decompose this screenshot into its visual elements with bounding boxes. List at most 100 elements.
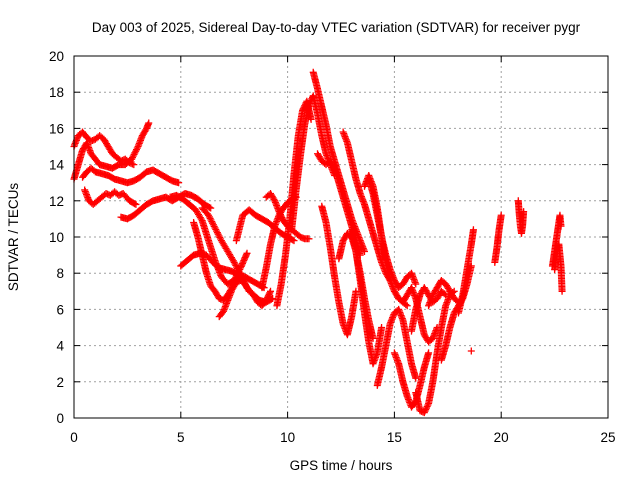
data-point-sat-n <box>307 115 315 123</box>
data-point-sat-m <box>275 208 283 216</box>
x-axis-label: GPS time / hours <box>290 458 393 473</box>
y-tick-label: 18 <box>49 85 64 100</box>
y-tick-label: 6 <box>56 302 64 317</box>
data-point-sat-ab <box>422 404 430 412</box>
x-tick-label: 0 <box>70 430 78 445</box>
data-point-sat-p <box>360 247 368 255</box>
data-point-sat-a <box>128 155 136 163</box>
data-point-sat-ai <box>557 222 565 230</box>
data-point-sat-d <box>131 200 139 208</box>
data-point-sat-b <box>130 161 138 169</box>
data-point-sat-n <box>299 106 307 114</box>
data-point-sat-i <box>207 216 215 224</box>
data-point-sat-m <box>305 235 313 243</box>
data-point-sat-u <box>378 324 386 331</box>
data-point-sat-z <box>440 290 448 298</box>
x-tick-label: 5 <box>177 430 185 445</box>
data-point-sat-i <box>209 221 217 229</box>
data-point-sat-j <box>264 293 272 301</box>
data-point-sat-m <box>276 211 284 219</box>
data-point-sat-m <box>276 209 284 217</box>
data-point-sat-i <box>215 232 223 240</box>
y-tick-label: 2 <box>56 375 64 390</box>
data-point-sat-i <box>206 214 214 222</box>
data-point-sat-i <box>210 222 218 230</box>
data-point-sat-c <box>175 179 183 187</box>
y-tick-label: 10 <box>49 230 64 245</box>
data-point-sat-i <box>232 262 240 270</box>
data-point-sat-i <box>230 258 238 266</box>
y-tick-label: 12 <box>49 194 64 209</box>
data-point-sat-af <box>467 347 475 355</box>
data-point-sat-k <box>290 237 298 245</box>
data-point-sat-i <box>236 269 244 277</box>
data-point-sat-m <box>270 195 278 203</box>
data-point-sat-ab <box>422 406 430 414</box>
data-point-sat-i <box>235 268 243 276</box>
data-point-sat-i <box>233 265 241 273</box>
data-point-sat-i <box>231 260 239 268</box>
data-point-sat-i <box>213 229 221 237</box>
data-point-sat-f <box>197 215 205 223</box>
data-point-sat-ab <box>421 407 429 415</box>
data-point-sat-f <box>243 249 251 257</box>
x-tick-label: 10 <box>280 430 295 445</box>
x-tick-label: 15 <box>387 430 402 445</box>
y-tick-label: 14 <box>49 158 65 173</box>
data-point-sat-y <box>425 349 433 357</box>
data-point-sat-ab <box>424 401 432 409</box>
data-point-sat-i <box>205 213 213 221</box>
data-point-sat-ab <box>423 403 431 411</box>
data-point-sat-j <box>265 290 273 298</box>
data-point-sat-a <box>129 152 137 160</box>
data-point-sat-ae <box>469 226 477 234</box>
data-point-sat-a <box>132 147 140 155</box>
data-point-sat-ag <box>497 211 505 219</box>
data-point-sat-j <box>267 287 275 295</box>
chart-title: Day 003 of 2025, Sidereal Day-to-day VTE… <box>92 20 581 35</box>
data-point-sat-i <box>208 218 216 226</box>
data-point-sat-j <box>264 292 272 300</box>
y-tick-label: 0 <box>56 411 64 426</box>
data-point-sat-i <box>211 224 219 232</box>
data-point-sat-ah <box>520 208 528 216</box>
data-point-sat-x <box>412 374 420 382</box>
data-point-sat-a <box>133 144 141 152</box>
data-point-sat-aj <box>558 287 566 295</box>
data-point-sat-j <box>263 295 271 303</box>
data-point-sat-d <box>132 200 140 208</box>
data-point-sat-a <box>132 146 140 154</box>
data-point-sat-m <box>277 212 285 220</box>
x-tick-label: 20 <box>494 430 509 445</box>
y-axis-label: SDTVAR / TECUs <box>6 183 21 292</box>
data-point-sat-i <box>213 227 221 235</box>
data-point-sat-i <box>209 219 217 227</box>
grid-lines <box>74 56 608 418</box>
data-point-sat-v <box>412 280 420 288</box>
data-point-sat-a <box>130 150 138 158</box>
data-point-sat-a <box>145 119 153 127</box>
y-tick-label: 16 <box>49 121 64 136</box>
data-point-sat-i <box>233 263 241 271</box>
data-point-sat-w <box>403 302 411 310</box>
data-point-sat-m <box>278 214 286 222</box>
y-tick-label: 4 <box>56 339 64 354</box>
data-point-sat-j <box>266 289 274 297</box>
axis-ticks: 0 5 10 15 20 25 0 2 4 6 8 10 12 14 16 18 20 <box>49 49 616 445</box>
plot-frame <box>73 55 609 419</box>
data-point-sat-ab <box>420 409 428 417</box>
data-point-sat-i <box>216 233 224 241</box>
data-point-sat-j <box>262 296 270 304</box>
data-point-sat-e <box>205 203 213 211</box>
data-point-sat-i <box>205 211 213 219</box>
data-point-sat-i <box>212 226 220 234</box>
y-tick-label: 20 <box>49 49 64 64</box>
y-tick-label: 8 <box>56 266 64 281</box>
data-point-sat-i <box>214 230 222 238</box>
data-point-sat-o <box>305 101 313 109</box>
data-point-sat-a <box>128 154 136 162</box>
x-tick-label: 25 <box>600 430 615 445</box>
data-point-sat-e <box>207 204 215 212</box>
data-markers <box>70 68 566 417</box>
